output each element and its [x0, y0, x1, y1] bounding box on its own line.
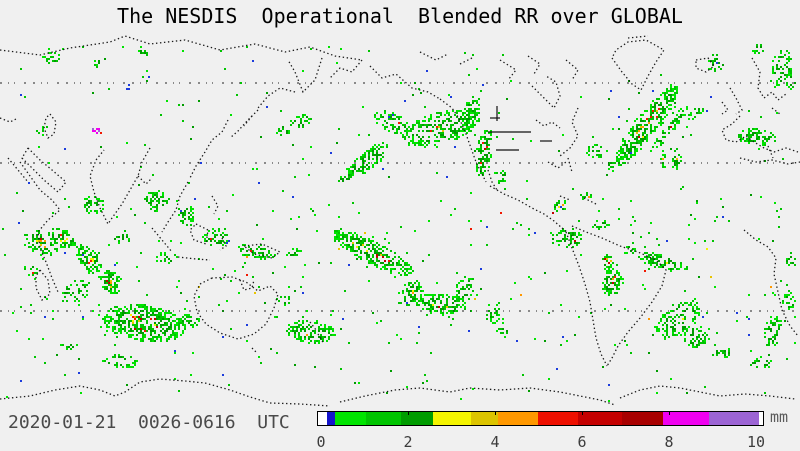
colorbar-tick-label: 6: [577, 433, 587, 451]
colorbar-segment: [538, 412, 578, 425]
colorbar-tick-label: 0: [316, 433, 326, 451]
colorbar-legend: 0 2 4 6 8 10: [316, 411, 766, 451]
colorbar-tickmark: [408, 412, 409, 415]
precipitation-layer: [2, 44, 796, 402]
colorbar-segment: [663, 412, 709, 425]
colorbar-segment: [578, 412, 622, 425]
colorbar-segment: [709, 412, 759, 425]
colorbar-tickmark: [495, 412, 496, 415]
colorbar-segment: [366, 412, 401, 425]
map-title: The NESDIS Operational Blended RR over G…: [117, 4, 683, 28]
colorbar-tickmark: [582, 412, 583, 415]
coastlines-layer: [0, 35, 800, 407]
colorbar-segment: [759, 412, 763, 425]
colorbar-tickmark: [669, 412, 670, 415]
colorbar-tick-label: 8: [664, 433, 674, 451]
colorbar-segment: [327, 412, 335, 425]
colorbar-segment: [335, 412, 366, 425]
colorbar-segment: [401, 412, 433, 425]
colorbar-segment: [318, 412, 327, 425]
colorbar-segment: [498, 412, 538, 425]
colorbar-segment: [471, 412, 498, 425]
timestamp: 2020-01-21 0026-0616 UTC: [8, 412, 290, 433]
colorbar-segment: [622, 412, 663, 425]
colorbar-tick-label: 10: [746, 433, 766, 451]
colorbar: [317, 411, 764, 426]
latitude-gridlines: [0, 82, 800, 312]
colorbar-tick-label: 2: [403, 433, 413, 451]
colorbar-segment: [433, 412, 471, 425]
footer: 2020-01-21 0026-0616 UTC 0 2 4 6 8 10: [0, 406, 800, 451]
colorbar-tick-label: 4: [490, 433, 500, 451]
colorbar-unit: mm: [770, 408, 789, 426]
